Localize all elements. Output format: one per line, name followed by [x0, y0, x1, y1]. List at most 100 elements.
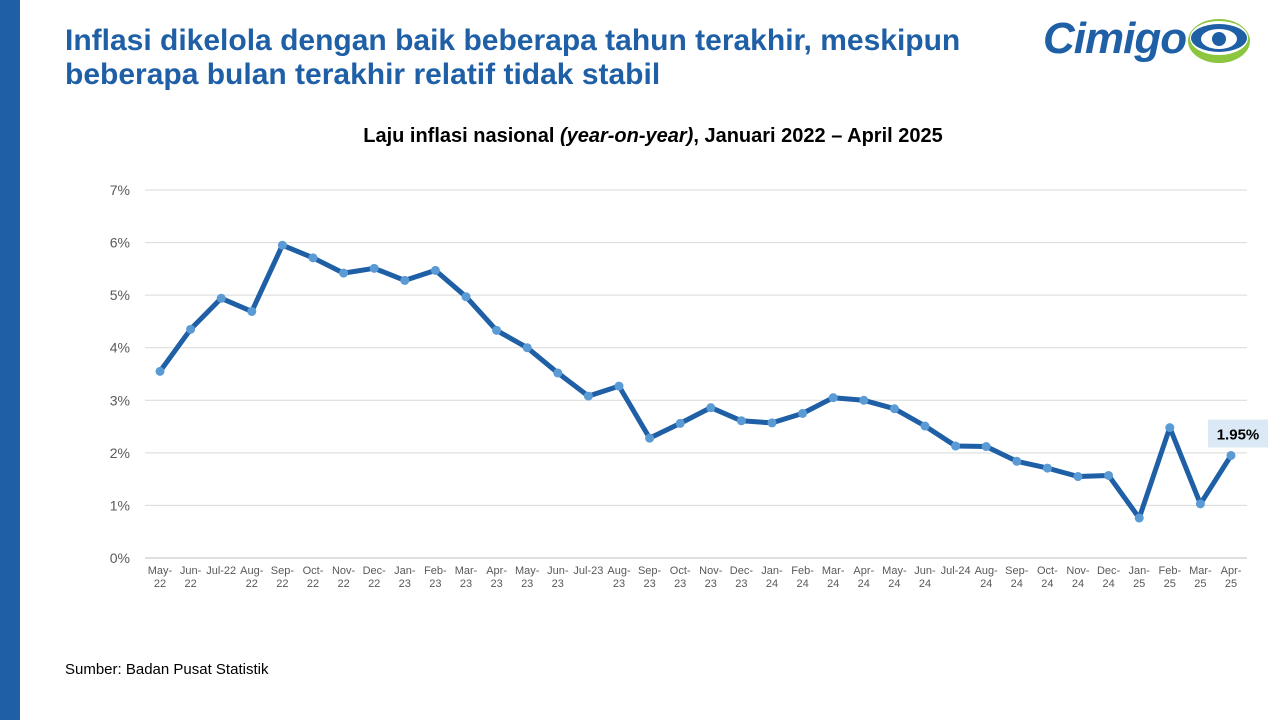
y-tick-label: 0%: [110, 550, 130, 566]
x-tick-label: Dec-: [363, 565, 387, 577]
x-tick-label: 25: [1164, 578, 1176, 590]
x-tick-label: Feb-: [1158, 565, 1181, 577]
y-tick-label: 6%: [110, 235, 130, 251]
data-point: [706, 403, 716, 413]
x-tick-label: 24: [1072, 578, 1084, 590]
y-tick-label: 5%: [110, 287, 130, 303]
x-tick-label: 24: [796, 578, 808, 590]
x-tick-label: Nov-: [1066, 565, 1090, 577]
x-tick-label: May-: [515, 565, 540, 577]
x-tick-label: 23: [705, 578, 717, 590]
x-tick-label: Apr-: [486, 565, 507, 577]
data-point: [339, 268, 349, 278]
x-tick-label: 23: [399, 578, 411, 590]
x-tick-label: 23: [521, 578, 533, 590]
data-point: [583, 391, 593, 401]
data-point: [859, 395, 869, 405]
data-point: [247, 306, 257, 316]
data-point: [675, 418, 685, 428]
data-point: [1073, 472, 1083, 482]
logo-wordmark: Cimigo: [1043, 14, 1187, 63]
data-point: [1012, 456, 1022, 466]
x-tick-label: 22: [184, 578, 196, 590]
x-tick-label: 23: [552, 578, 564, 590]
data-point: [369, 263, 379, 273]
x-tick-label: 24: [980, 578, 992, 590]
x-tick-label: Jan-: [761, 565, 783, 577]
x-tick-label: Jun-: [914, 565, 936, 577]
x-tick-label: 22: [276, 578, 288, 590]
y-tick-label: 7%: [110, 182, 130, 198]
source-note: Sumber: Badan Pusat Statistik: [65, 661, 269, 678]
annotation-box: [1208, 419, 1268, 448]
x-tick-label: 24: [1041, 578, 1053, 590]
chart-title-italic: (year-on-year): [559, 125, 694, 147]
x-tick-label: Dec-: [1097, 565, 1121, 577]
x-tick-label: 22: [246, 578, 258, 590]
x-tick-label: Nov-: [699, 565, 723, 577]
x-tick-label: Oct-: [670, 565, 691, 577]
x-tick-label: 24: [827, 578, 839, 590]
data-point: [645, 433, 655, 443]
data-point: [614, 381, 624, 391]
data-point: [461, 292, 471, 302]
x-tick-label: Aug-: [240, 565, 264, 577]
x-tick-label: 22: [307, 578, 319, 590]
chart-title: Laju inflasi nasional (year-on-year), Ja…: [0, 125, 1280, 148]
x-tick-label: Nov-: [332, 565, 356, 577]
x-tick-label: Aug-: [607, 565, 631, 577]
x-tick-label: Oct-: [1037, 565, 1058, 577]
x-tick-label: 25: [1225, 578, 1237, 590]
slide-headline: Inflasi dikelola dengan baik beberapa ta…: [65, 24, 961, 91]
x-tick-label: Dec-: [730, 565, 754, 577]
x-tick-label: 23: [674, 578, 686, 590]
x-tick-label: Jul-22: [206, 565, 236, 577]
x-tick-label: Sep-: [1005, 565, 1029, 577]
x-tick-label: 24: [1011, 578, 1023, 590]
annotation-label: 1.95%: [1217, 426, 1260, 443]
x-tick-label: 23: [643, 578, 655, 590]
x-tick-label: Apr-: [1221, 565, 1242, 577]
data-point: [308, 253, 318, 263]
data-point: [1226, 450, 1236, 460]
x-tick-label: May-: [148, 565, 173, 577]
data-point: [400, 275, 410, 285]
data-point: [1165, 423, 1175, 433]
data-point: [767, 418, 777, 428]
x-tick-label: 23: [429, 578, 441, 590]
x-tick-label: 25: [1194, 578, 1206, 590]
data-point: [492, 325, 502, 335]
x-tick-label: 24: [858, 578, 870, 590]
x-tick-label: Mar-: [1189, 565, 1212, 577]
data-point: [736, 416, 746, 426]
data-point: [1195, 499, 1205, 509]
x-tick-label: 23: [490, 578, 502, 590]
data-point: [1134, 513, 1144, 523]
x-tick-label: 22: [337, 578, 349, 590]
data-point: [1042, 463, 1052, 473]
x-tick-label: 23: [460, 578, 472, 590]
data-point: [522, 343, 532, 353]
x-tick-label: Jun-: [547, 565, 569, 577]
data-point: [1104, 470, 1114, 480]
chart-title-main: Laju inflasi nasional: [363, 125, 560, 147]
x-tick-label: Feb-: [424, 565, 447, 577]
x-tick-label: May-: [882, 565, 907, 577]
x-tick-label: Sep-: [271, 565, 295, 577]
x-tick-label: Jul-24: [941, 565, 971, 577]
x-tick-label: 23: [613, 578, 625, 590]
x-tick-label: Apr-: [853, 565, 874, 577]
data-point: [889, 404, 899, 414]
data-point: [553, 368, 563, 378]
y-tick-label: 1%: [110, 497, 130, 513]
data-point: [430, 265, 440, 275]
x-tick-label: 24: [888, 578, 900, 590]
x-tick-label: Mar-: [822, 565, 845, 577]
x-tick-label: Sep-: [638, 565, 662, 577]
x-tick-label: 24: [919, 578, 931, 590]
x-tick-label: 24: [766, 578, 778, 590]
x-tick-label: Mar-: [455, 565, 478, 577]
y-tick-label: 4%: [110, 340, 130, 356]
slide-accent-bar: [0, 0, 20, 720]
